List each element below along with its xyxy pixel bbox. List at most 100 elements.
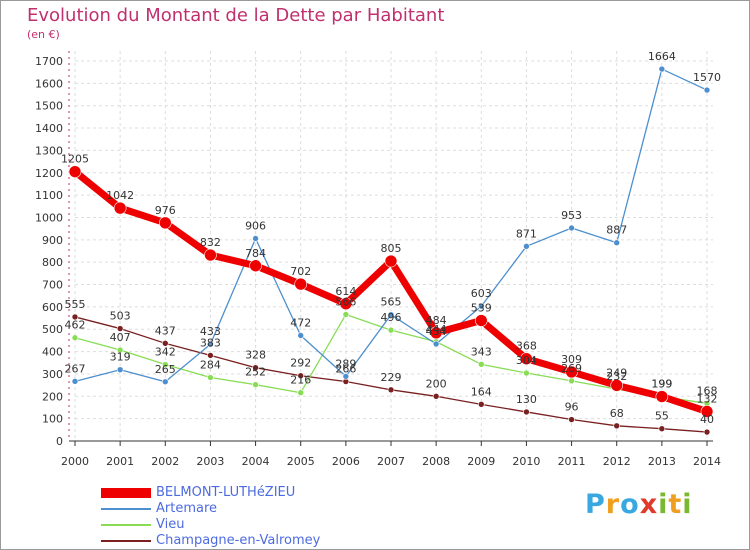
data-label: 68 <box>610 407 624 420</box>
data-label: 342 <box>155 346 176 359</box>
y-tick-label: 0 <box>56 435 63 448</box>
data-point <box>432 392 440 400</box>
data-point <box>294 277 308 291</box>
y-tick-label: 300 <box>42 368 63 381</box>
legend-swatch <box>101 540 151 542</box>
data-point <box>387 311 395 319</box>
data-point <box>703 86 711 94</box>
data-label: 784 <box>245 247 266 260</box>
y-tick-label: 1700 <box>35 55 63 68</box>
legend-label: BELMONT-LUTHéZIEU <box>156 485 296 500</box>
data-point <box>700 405 714 418</box>
data-point <box>429 326 443 340</box>
data-label: 871 <box>516 227 537 240</box>
data-point <box>658 65 666 73</box>
data-label: 614 <box>335 285 356 298</box>
x-tick-label: 2012 <box>603 455 631 468</box>
data-label: 164 <box>471 385 492 398</box>
data-point <box>342 373 350 380</box>
data-label: 55 <box>655 410 669 423</box>
data-label: 266 <box>335 363 356 376</box>
x-tick-label: 2005 <box>287 455 315 468</box>
data-label: 304 <box>516 354 537 367</box>
data-label: 832 <box>200 236 221 249</box>
data-point <box>703 428 711 436</box>
data-label: 887 <box>606 224 627 237</box>
data-label: 1664 <box>648 50 676 63</box>
logo-letter: o <box>620 489 640 520</box>
logo-letter: i <box>658 489 669 520</box>
chart-title: Evolution du Montant de la Dette par Hab… <box>27 5 445 26</box>
data-point <box>432 340 440 348</box>
logo-letter: P <box>585 489 606 520</box>
data-point <box>71 334 79 342</box>
x-tick-label: 2000 <box>61 455 89 468</box>
data-point <box>116 325 124 332</box>
data-label: 319 <box>110 351 131 364</box>
data-point <box>477 401 485 408</box>
data-point <box>204 248 217 262</box>
data-label: 199 <box>651 378 672 391</box>
proxiti-logo: Proxiti <box>585 489 693 520</box>
data-label: 232 <box>606 370 627 383</box>
data-point <box>523 408 530 416</box>
data-point <box>252 381 259 388</box>
data-label: 96 <box>565 401 579 414</box>
legend-label: Artemare <box>156 501 218 516</box>
data-point <box>474 314 488 327</box>
data-label: 168 <box>697 384 718 397</box>
data-point <box>161 378 169 386</box>
x-tick-label: 2007 <box>377 455 405 468</box>
y-tick-label: 1400 <box>35 122 63 135</box>
data-point <box>116 366 124 373</box>
data-label: 267 <box>65 362 86 375</box>
data-label: 603 <box>471 287 492 300</box>
data-point <box>387 326 395 334</box>
series-3 <box>71 313 711 436</box>
y-tick-label: 1500 <box>35 100 63 113</box>
logo-letter: r <box>605 489 621 520</box>
x-tick-label: 2002 <box>151 455 179 468</box>
x-tick-label: 2003 <box>196 455 224 468</box>
data-point <box>342 311 350 318</box>
data-point <box>568 224 575 232</box>
x-tick-label: 2010 <box>512 455 540 468</box>
data-label: 343 <box>471 345 492 358</box>
y-tick-label: 100 <box>42 413 63 426</box>
data-point <box>249 259 262 273</box>
x-tick-label: 2011 <box>558 455 586 468</box>
data-point <box>71 313 79 321</box>
data-label: 566 <box>335 295 356 308</box>
data-point <box>613 422 621 430</box>
data-label: 229 <box>381 371 402 384</box>
legend-swatch <box>101 508 151 510</box>
series-0 <box>68 165 714 418</box>
data-label: 1570 <box>693 71 721 84</box>
data-label: 200 <box>426 377 447 390</box>
data-label: 328 <box>245 349 266 362</box>
data-label: 269 <box>561 362 582 375</box>
data-label: 437 <box>155 324 176 337</box>
x-tick-label: 2008 <box>422 455 450 468</box>
data-label: 484 <box>426 314 447 327</box>
data-point <box>297 332 305 339</box>
x-tick-label: 2004 <box>242 455 270 468</box>
data-label: 130 <box>516 393 537 406</box>
logo-letter: i <box>682 489 693 520</box>
data-label: 199 <box>651 378 672 391</box>
data-point <box>613 239 621 247</box>
data-point <box>520 352 533 366</box>
data-point <box>658 425 666 433</box>
series-1 <box>71 65 711 386</box>
data-label: 462 <box>65 319 86 332</box>
x-tick-label: 2009 <box>467 455 495 468</box>
data-label: 976 <box>155 204 176 217</box>
data-point <box>207 352 214 359</box>
data-point <box>207 340 214 348</box>
legend-swatch <box>101 488 151 498</box>
data-label: 503 <box>110 310 131 323</box>
data-label: 368 <box>516 340 537 353</box>
y-tick-label: 400 <box>42 346 63 359</box>
data-label: 383 <box>200 336 221 349</box>
